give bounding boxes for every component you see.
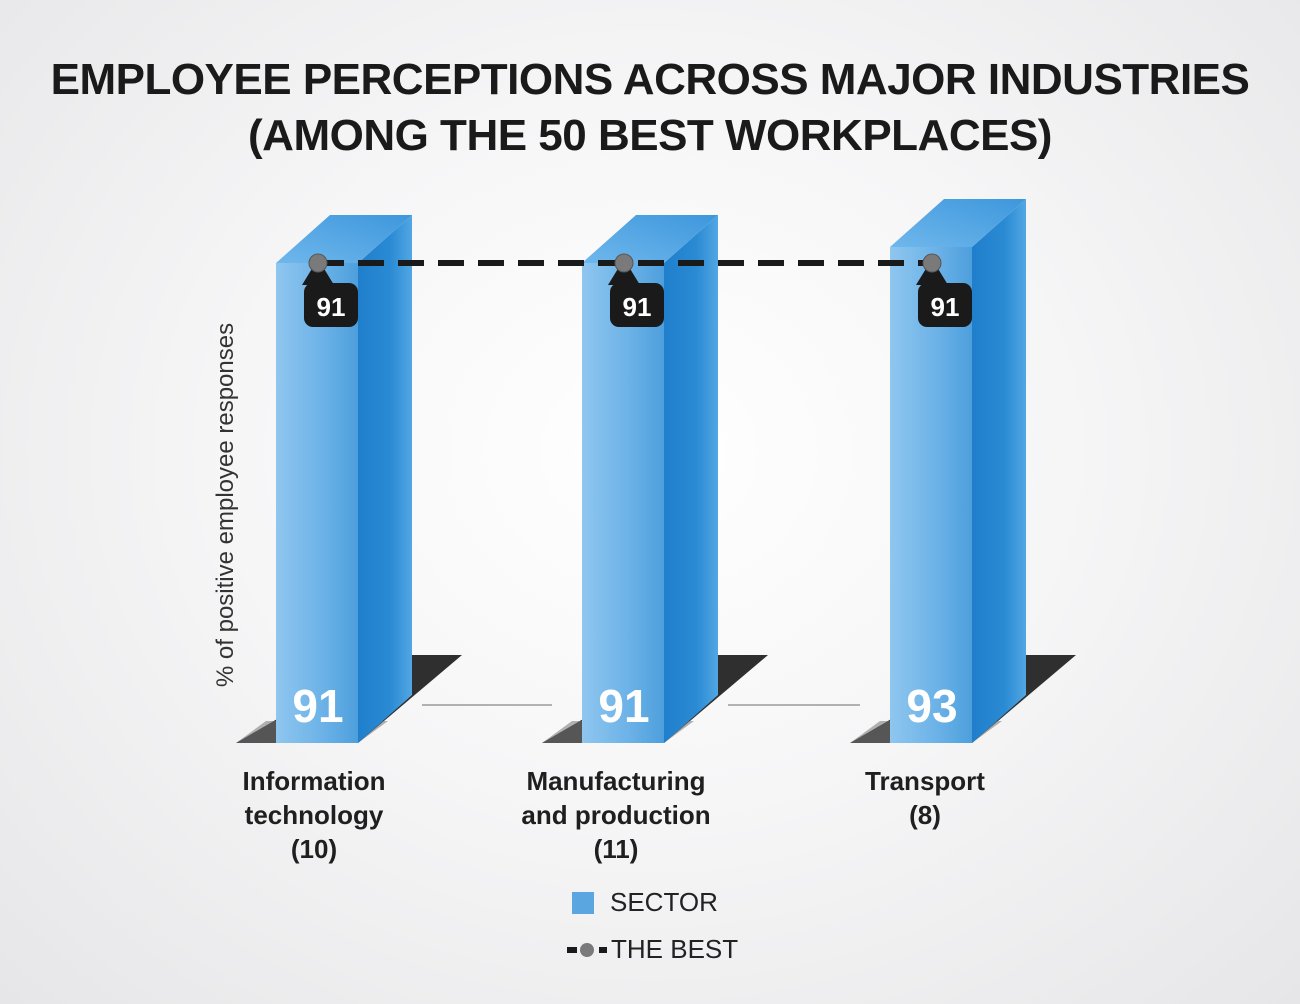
bar-value-label: 93 (906, 680, 957, 732)
the-best-point (308, 253, 328, 273)
category-label: Manufacturing and production (11) (466, 764, 766, 866)
the-best-point (922, 253, 942, 273)
legend-label-sector: SECTOR (610, 887, 718, 917)
category-label-line: Transport (865, 766, 985, 796)
category-label-line: and production (521, 800, 711, 830)
the-best-value-label: 91 (623, 292, 652, 322)
callout-pointer (916, 267, 948, 285)
the-best-marker-icon (567, 942, 607, 957)
title-line-1: EMPLOYEE PERCEPTIONS ACROSS MAJOR INDUST… (50, 55, 1250, 104)
category-label-line: (11) (593, 834, 639, 864)
the-best-point (614, 253, 634, 273)
category-label-line: Manufacturing (526, 766, 706, 796)
chart-title: EMPLOYEE PERCEPTIONS ACROSS MAJOR INDUST… (0, 52, 1300, 164)
sector-bar: 91 (582, 215, 718, 743)
bar-front-face (582, 263, 664, 743)
bar-value-label: 91 (598, 680, 649, 732)
legend-item-the-best: THE BEST (565, 934, 738, 965)
category-label: Transport (8) (775, 764, 1075, 832)
callout-box (304, 283, 358, 327)
title-line-2: (AMONG THE 50 BEST WORKPLACES) (248, 111, 1052, 160)
bar-top-face (890, 199, 1026, 247)
legend-label-the-best: THE BEST (611, 934, 739, 964)
callout-box (610, 283, 664, 327)
category-label-line: (10) (290, 834, 338, 864)
the-best-marker: 91 (302, 253, 358, 327)
category-label-line: technology (244, 800, 384, 830)
bar-side-face (664, 215, 718, 743)
y-axis-label: % of positive employee responses (212, 323, 239, 687)
callout-pointer (302, 267, 334, 285)
the-best-marker: 91 (608, 253, 664, 327)
the-best-value-label: 91 (931, 292, 960, 322)
sector-bar: 93 (890, 199, 1026, 743)
bar-front-face (276, 263, 358, 743)
category-label-line: Information (242, 766, 386, 796)
bar-value-label: 91 (292, 680, 343, 732)
callout-box (918, 283, 972, 327)
bar-top-face (582, 215, 718, 263)
bar-side-face (358, 215, 412, 743)
sector-swatch (572, 891, 594, 914)
the-best-value-label: 91 (317, 292, 346, 322)
callout-pointer (608, 267, 640, 285)
category-label: Information technology (10) (164, 764, 464, 866)
category-label-line: (8) (909, 800, 941, 830)
bar-top-face (276, 215, 412, 263)
the-best-marker: 91 (916, 253, 972, 327)
bar-front-face (890, 247, 972, 743)
legend-item-sector: SECTOR (572, 887, 718, 918)
bar-side-face (972, 199, 1026, 743)
sector-bar: 91 (276, 215, 412, 743)
